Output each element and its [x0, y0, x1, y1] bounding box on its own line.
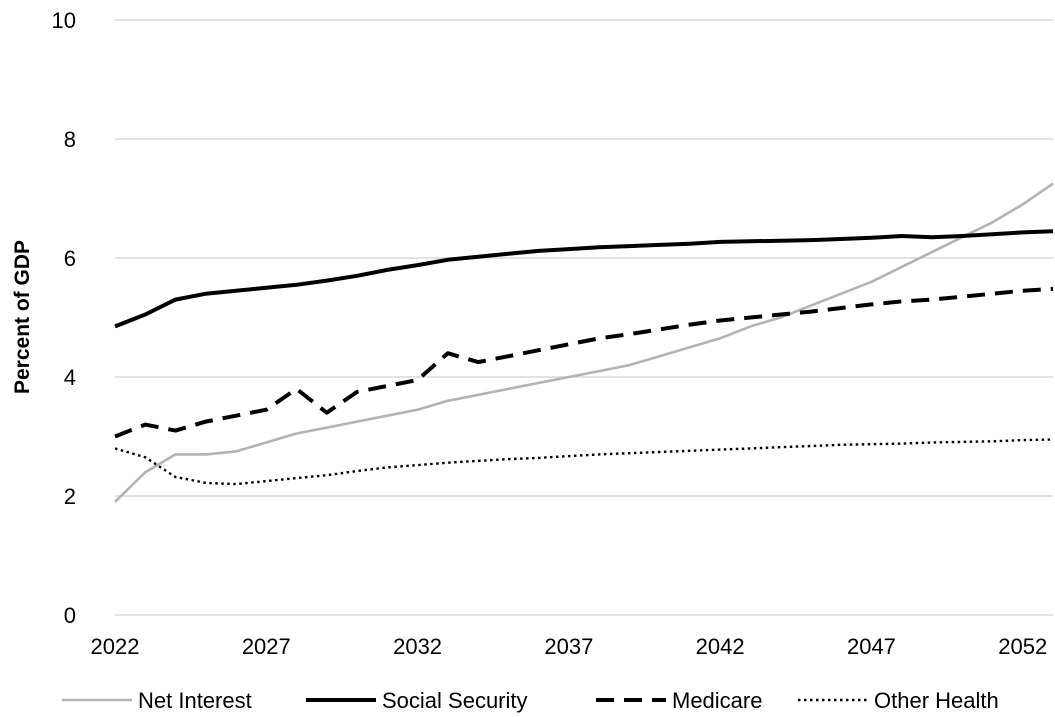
y-axis-label: Percent of GDP — [11, 240, 34, 394]
x-tick-label: 2047 — [847, 634, 896, 659]
gridlines — [115, 19, 1053, 616]
x-axis-ticks: 2022 2027 2032 2037 2042 2047 2052 — [91, 634, 1048, 659]
series-lines — [114, 182, 1054, 503]
y-tick-label: 8 — [64, 127, 76, 152]
legend-label-social-security: Social Security — [382, 688, 528, 713]
x-tick-label: 2032 — [393, 634, 442, 659]
series-line-other-health — [114, 438, 1054, 486]
x-tick-label: 2022 — [91, 634, 140, 659]
legend-label-medicare: Medicare — [672, 688, 762, 713]
legend-label-net-interest: Net Interest — [138, 688, 252, 713]
x-tick-label: 2037 — [544, 634, 593, 659]
y-tick-label: 4 — [64, 365, 76, 390]
x-tick-label: 2042 — [696, 634, 745, 659]
y-tick-label: 10 — [52, 8, 76, 33]
series-line-net-interest — [114, 182, 1054, 503]
x-tick-label: 2052 — [998, 634, 1047, 659]
y-axis-ticks: 0 2 4 6 8 10 — [52, 8, 76, 628]
y-tick-label: 2 — [64, 484, 76, 509]
y-tick-label: 0 — [64, 603, 76, 628]
x-tick-label: 2027 — [242, 634, 291, 659]
legend: Net Interest Social Security Medicare Other… — [62, 688, 999, 713]
y-tick-label: 6 — [64, 246, 76, 271]
legend-label-other-health: Other Health — [874, 688, 999, 713]
series-line-medicare — [114, 286, 1054, 439]
series-line-social-security — [114, 229, 1054, 329]
